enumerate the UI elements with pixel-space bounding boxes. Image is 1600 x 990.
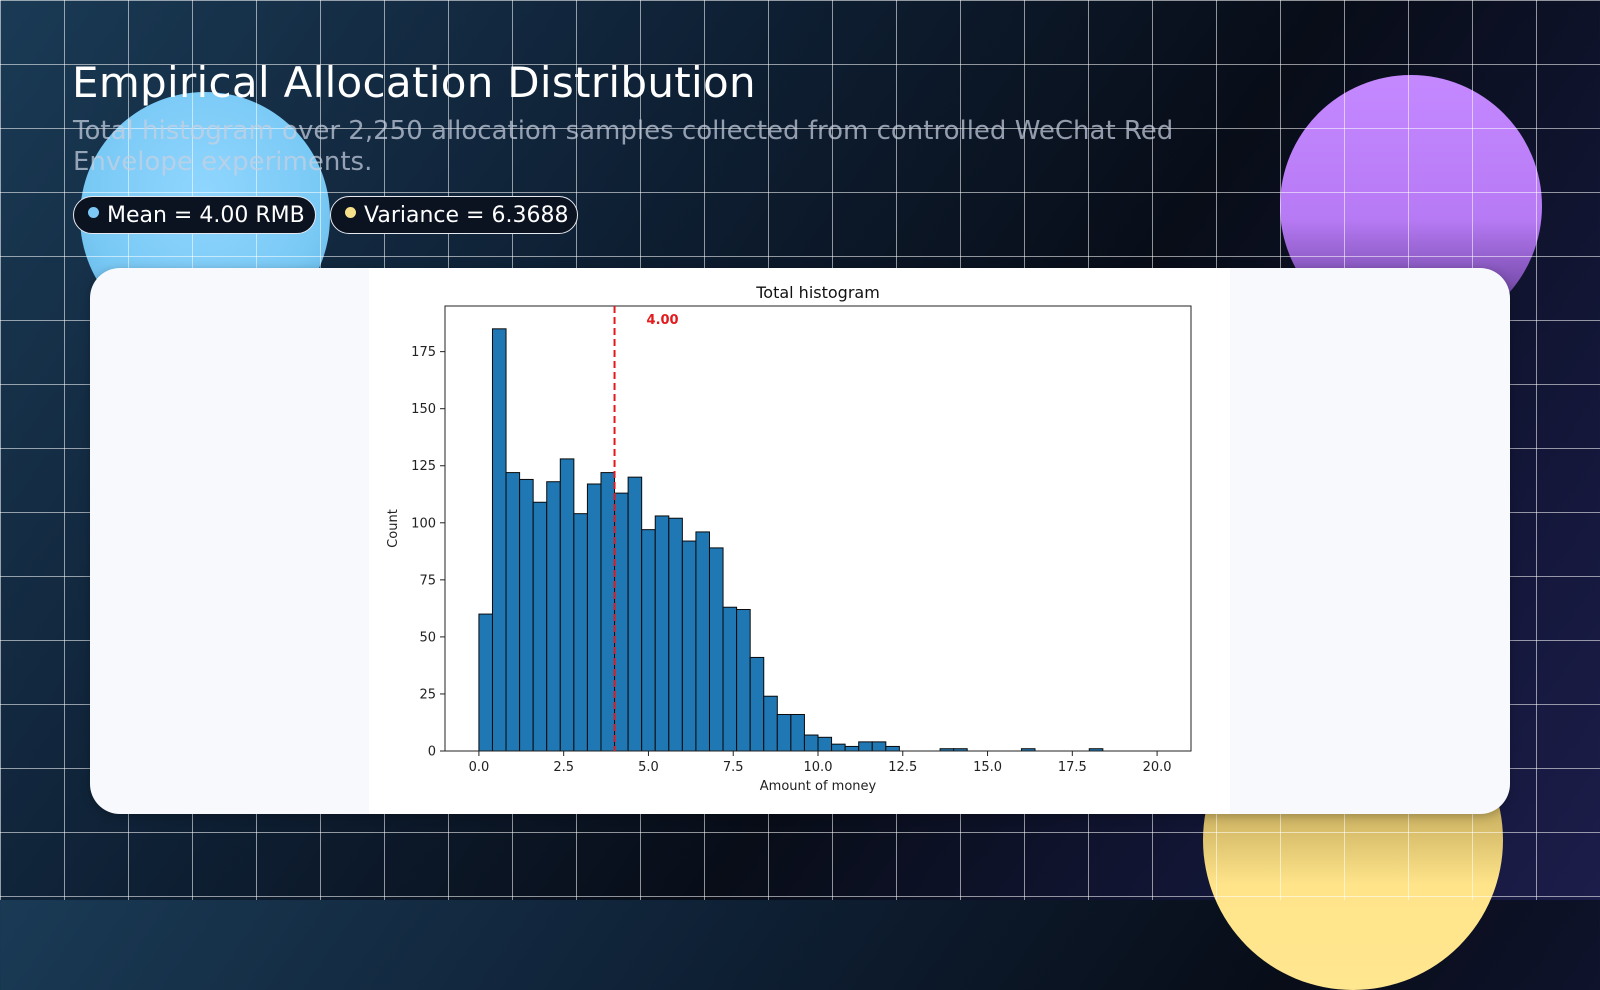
- histogram-bar: [831, 743, 846, 752]
- x-tick-label: 0.0: [469, 760, 490, 775]
- x-tick-label: 10.0: [804, 760, 833, 775]
- y-tick-label: 25: [419, 687, 436, 702]
- mean-dot-icon: [88, 206, 99, 218]
- histogram-bars: [478, 328, 1104, 752]
- y-axis-label: Count: [386, 509, 401, 548]
- histogram-bar: [519, 478, 534, 752]
- histogram-bar: [858, 741, 873, 752]
- y-ticks: 0 25 50 75 100 125 150 175: [411, 345, 445, 760]
- y-tick-label: 125: [411, 459, 436, 474]
- mean-badge: Mean = 4.00 RMB: [73, 196, 316, 234]
- variance-dot-icon: [345, 206, 356, 218]
- histogram-bar: [586, 483, 602, 752]
- variance-badge-label: Variance = 6.3688: [364, 202, 569, 228]
- histogram-bar: [844, 745, 860, 752]
- histogram-bar: [478, 613, 493, 752]
- histogram-bar: [681, 540, 697, 752]
- histogram-bar: [871, 741, 887, 752]
- histogram-bar: [708, 547, 724, 752]
- x-ticks: 0.0 2.5 5.0 7.5 10.0 12.5 15.0 17.5 20.0: [469, 751, 1172, 775]
- chart-card: 4.00 0.0 2.5 5.0 7.5 10.0 12.5 15.0 17.5 20.0 0 2…: [90, 268, 1510, 814]
- histogram-bar: [491, 328, 507, 752]
- histogram-chart: 4.00 0.0 2.5 5.0 7.5 10.0 12.5 15.0 17.5 20.0 0 2…: [386, 283, 1192, 794]
- histogram-bar: [559, 458, 575, 752]
- y-tick-label: 175: [411, 345, 436, 360]
- histogram-bar: [736, 609, 751, 752]
- histogram-bar: [627, 476, 643, 752]
- histogram-bar: [505, 472, 521, 752]
- histogram-bar: [749, 656, 765, 752]
- x-tick-label: 5.0: [638, 760, 659, 775]
- histogram-bar: [722, 606, 738, 752]
- variance-badge: Variance = 6.3688: [330, 196, 578, 234]
- x-tick-label: 20.0: [1143, 760, 1172, 775]
- histogram-bar: [654, 515, 670, 752]
- histogram-bar: [803, 734, 819, 752]
- histogram-bar: [763, 695, 778, 752]
- histogram-bar: [600, 472, 616, 752]
- y-tick-label: 0: [428, 745, 436, 760]
- histogram-bar: [573, 513, 588, 752]
- mean-line-label: 4.00: [647, 313, 679, 328]
- x-axis-label: Amount of money: [760, 779, 877, 794]
- y-tick-label: 75: [419, 573, 436, 588]
- y-tick-label: 50: [419, 630, 436, 645]
- x-tick-label: 2.5: [553, 760, 574, 775]
- x-tick-label: 17.5: [1058, 760, 1087, 775]
- x-tick-label: 12.5: [888, 760, 917, 775]
- histogram-bar: [885, 745, 900, 752]
- histogram-bar: [817, 736, 833, 752]
- histogram-bar: [532, 501, 548, 752]
- histogram-bar: [776, 713, 792, 752]
- x-tick-label: 15.0: [973, 760, 1002, 775]
- y-tick-label: 100: [411, 516, 436, 531]
- histogram-bar: [614, 492, 629, 752]
- mean-badge-label: Mean = 4.00 RMB: [107, 202, 305, 228]
- histogram-bar: [546, 481, 561, 752]
- chart-title: Total histogram: [755, 283, 880, 302]
- histogram-bar: [668, 517, 683, 752]
- histogram-bar: [695, 531, 710, 752]
- page-subtitle: Total histogram over 2,250 allocation sa…: [73, 116, 1174, 177]
- x-tick-label: 7.5: [723, 760, 744, 775]
- histogram-bar: [790, 713, 805, 752]
- y-tick-label: 150: [411, 402, 436, 417]
- page-title: Empirical Allocation Distribution: [72, 58, 756, 107]
- histogram-bar: [641, 529, 656, 752]
